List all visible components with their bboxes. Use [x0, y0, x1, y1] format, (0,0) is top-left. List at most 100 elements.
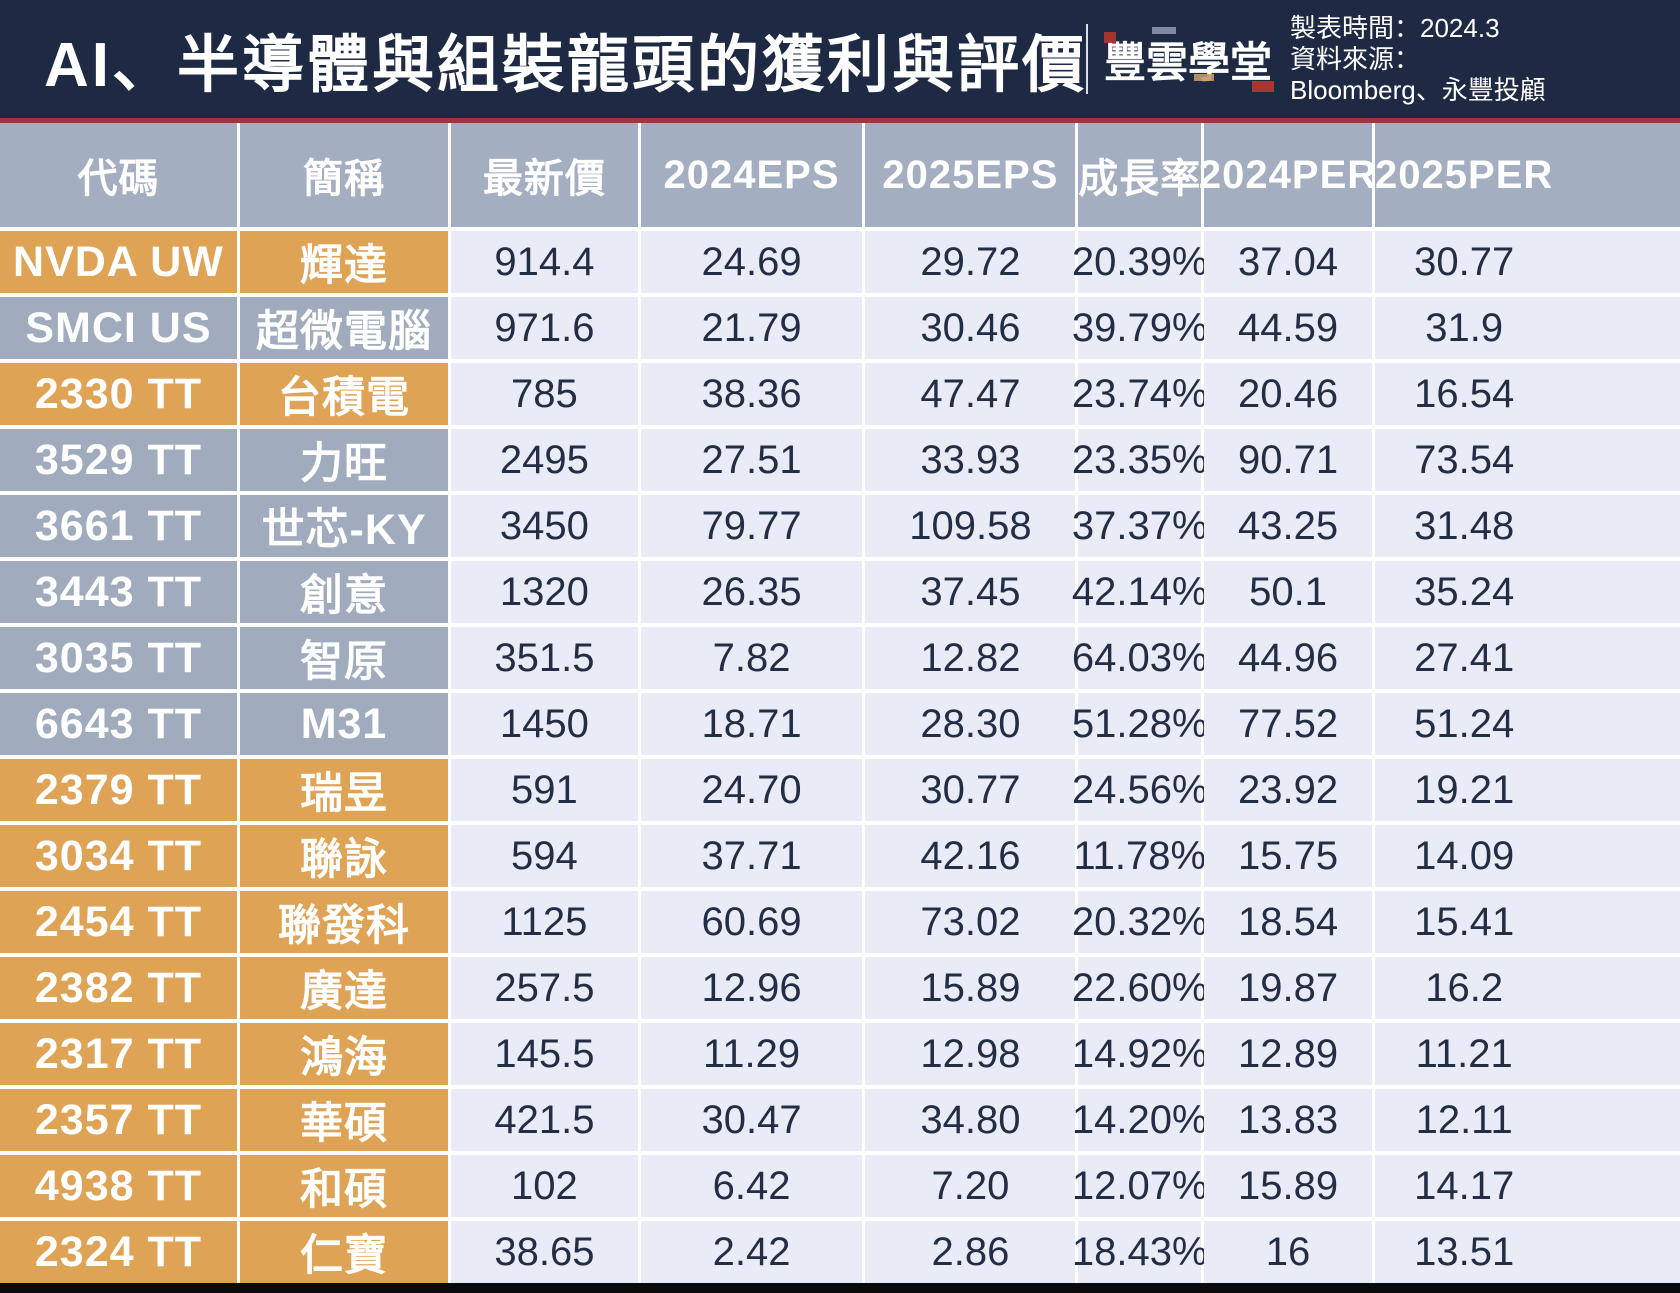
value-cell: 35.24 [1375, 561, 1680, 623]
value-cell: 594 [451, 825, 638, 887]
meta-date: 製表時間：2024.3 [1290, 12, 1500, 43]
code-cell: 3661 TT [0, 495, 237, 557]
code-cell: 3529 TT [0, 429, 237, 491]
value-cell: 43.25 [1204, 495, 1373, 557]
value-cell: 24.69 [640, 231, 863, 293]
value-cell: 971.6 [451, 297, 638, 359]
value-cell: 1125 [451, 891, 638, 953]
name-cell: 聯發科 [239, 891, 449, 953]
value-cell: 20.46 [1204, 363, 1373, 425]
value-cell: 30.77 [1375, 231, 1680, 293]
value-cell: 7.82 [640, 627, 863, 689]
divider-line [1086, 24, 1088, 94]
value-cell: 77.52 [1204, 693, 1373, 755]
top-banner: AI、半導體與組裝龍頭的獲利與評價 豐雲學堂 製表時間：2024.3 資料來源：… [0, 0, 1680, 118]
code-cell: 6643 TT [0, 693, 237, 755]
value-cell: 31.48 [1375, 495, 1680, 557]
name-cell: 華碩 [239, 1089, 449, 1151]
value-cell: 2.42 [640, 1221, 863, 1283]
brand-block: 豐雲學堂 製表時間：2024.3 資料來源： Bloomberg、永豐投顧 [1086, 0, 1546, 118]
value-cell: 914.4 [451, 231, 638, 293]
page-title: AI、半導體與組裝龍頭的獲利與評價 [44, 31, 1088, 100]
name-cell: 鴻海 [239, 1023, 449, 1085]
name-cell: 輝達 [239, 231, 449, 293]
value-cell: 39.79% [1072, 297, 1208, 359]
header-cell-name: 簡稱 [239, 123, 449, 227]
code-cell: NVDA UW [0, 231, 237, 293]
value-cell: 30.46 [865, 297, 1076, 359]
value-cell: 15.89 [1204, 1155, 1373, 1217]
value-cell: 47.47 [865, 363, 1076, 425]
stock-table: 代碼 簡稱 最新價 2024EPS 2025EPS 成長率 2024PER 20… [0, 123, 1680, 1283]
name-cell: 仁寶 [239, 1221, 449, 1283]
value-cell: 24.70 [640, 759, 863, 821]
header-cell-per2025: 2025PER [1375, 123, 1680, 227]
value-cell: 37.37% [1072, 495, 1208, 557]
meta-info: 製表時間：2024.3 資料來源： Bloomberg、永豐投顧 [1290, 13, 1546, 106]
value-cell: 23.92 [1204, 759, 1373, 821]
name-cell: 台積電 [239, 363, 449, 425]
value-cell: 27.51 [640, 429, 863, 491]
value-cell: 145.5 [451, 1023, 638, 1085]
header-cell-price: 最新價 [451, 123, 638, 227]
value-cell: 3450 [451, 495, 638, 557]
header-cell-code: 代碼 [0, 123, 237, 227]
value-cell: 19.87 [1204, 957, 1373, 1019]
value-cell: 421.5 [451, 1089, 638, 1151]
value-cell: 26.35 [640, 561, 863, 623]
value-cell: 109.58 [865, 495, 1076, 557]
value-cell: 90.71 [1204, 429, 1373, 491]
accent-line [0, 118, 1680, 123]
value-cell: 351.5 [451, 627, 638, 689]
code-cell: 2357 TT [0, 1089, 237, 1151]
header-cell-growth: 成長率 [1078, 123, 1202, 227]
value-cell: 23.35% [1072, 429, 1208, 491]
name-cell: 廣達 [239, 957, 449, 1019]
header-cell-per2024: 2024PER [1199, 123, 1376, 227]
value-cell: 20.39% [1072, 231, 1208, 293]
value-cell: 12.07% [1072, 1155, 1208, 1217]
value-cell: 73.02 [865, 891, 1076, 953]
value-cell: 15.41 [1375, 891, 1680, 953]
value-cell: 2495 [451, 429, 638, 491]
logo-accent-red2-icon [1252, 80, 1275, 92]
value-cell: 15.89 [865, 957, 1076, 1019]
name-cell: 瑞昱 [239, 759, 449, 821]
value-cell: 2.86 [865, 1221, 1076, 1283]
value-cell: 51.28% [1072, 693, 1208, 755]
value-cell: 16.2 [1375, 957, 1680, 1019]
value-cell: 16 [1204, 1221, 1373, 1283]
value-cell: 102 [451, 1155, 638, 1217]
code-cell: 2317 TT [0, 1023, 237, 1085]
logo-accent-tan-icon [1194, 73, 1214, 81]
logo-accent-red-icon [1104, 31, 1116, 43]
value-cell: 12.89 [1204, 1023, 1373, 1085]
value-cell: 16.54 [1375, 363, 1680, 425]
value-cell: 11.78% [1073, 825, 1206, 887]
name-cell: 智原 [239, 627, 449, 689]
value-cell: 11.21 [1375, 1023, 1680, 1085]
code-cell: 4938 TT [0, 1155, 237, 1217]
value-cell: 38.65 [451, 1221, 638, 1283]
code-cell: 2330 TT [0, 363, 237, 425]
value-cell: 14.17 [1375, 1155, 1680, 1217]
brand-logo-text: 豐雲學堂 [1104, 38, 1273, 86]
value-cell: 591 [451, 759, 638, 821]
code-cell: 2382 TT [0, 957, 237, 1019]
value-cell: 1320 [451, 561, 638, 623]
value-cell: 14.20% [1072, 1089, 1208, 1151]
value-cell: 51.24 [1375, 693, 1680, 755]
code-cell: 2324 TT [0, 1221, 237, 1283]
code-cell: 2454 TT [0, 891, 237, 953]
value-cell: 22.60% [1072, 957, 1208, 1019]
value-cell: 37.71 [640, 825, 863, 887]
value-cell: 20.32% [1072, 891, 1208, 953]
value-cell: 50.1 [1204, 561, 1373, 623]
name-cell: M31 [239, 693, 449, 755]
name-cell: 聯詠 [239, 825, 449, 887]
value-cell: 21.79 [640, 297, 863, 359]
value-cell: 14.92% [1072, 1023, 1208, 1085]
value-cell: 28.30 [865, 693, 1076, 755]
value-cell: 785 [451, 363, 638, 425]
code-cell: 3443 TT [0, 561, 237, 623]
